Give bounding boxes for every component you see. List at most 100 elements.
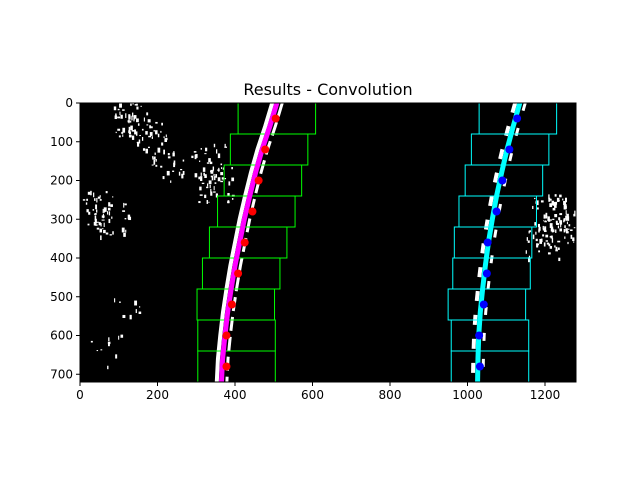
lane-pixel bbox=[570, 234, 573, 239]
lane-pixel bbox=[152, 156, 154, 159]
lane-pixel bbox=[167, 153, 170, 156]
lane-pixel bbox=[210, 188, 212, 192]
lane-pixel bbox=[149, 132, 153, 136]
lane-pixel bbox=[131, 115, 133, 121]
lane-pixel bbox=[224, 143, 226, 148]
lane-pixel bbox=[97, 196, 101, 199]
lane-pixel bbox=[582, 209, 584, 212]
lane-pixel bbox=[139, 134, 141, 137]
lane-pixel bbox=[86, 209, 89, 213]
lane-pixel bbox=[578, 203, 580, 206]
lane-pixel bbox=[567, 241, 569, 245]
lane-pixel bbox=[111, 216, 113, 219]
lane-pixel bbox=[559, 220, 563, 225]
lane-pixel bbox=[577, 232, 579, 234]
lane-pixel bbox=[545, 240, 548, 242]
lane-pixel bbox=[122, 134, 124, 137]
lane-pixel bbox=[136, 141, 140, 147]
lane-pixel bbox=[224, 177, 227, 180]
lane-pixel bbox=[554, 214, 558, 218]
lane-pixel bbox=[94, 198, 96, 201]
lane-pixel bbox=[540, 200, 544, 203]
lane-pixel bbox=[549, 223, 553, 228]
search-window bbox=[450, 350, 530, 382]
y-tick-label: 200 bbox=[50, 174, 73, 188]
lane-pixel bbox=[560, 223, 562, 228]
lane-pixel bbox=[532, 205, 534, 210]
lane-pixel bbox=[550, 235, 553, 239]
lane-pixel bbox=[215, 193, 218, 198]
lane-pixel bbox=[559, 213, 563, 216]
lane-pixel bbox=[548, 194, 550, 199]
lane-pixel bbox=[544, 226, 547, 231]
lane-pixels bbox=[481, 103, 527, 382]
lane-pixel bbox=[543, 220, 545, 222]
lane-pixel bbox=[198, 201, 201, 204]
lane-pixel bbox=[181, 173, 184, 179]
lane-pixel bbox=[568, 224, 571, 227]
lane-pixel bbox=[559, 194, 562, 198]
lane-pixel bbox=[123, 232, 126, 237]
centroid-point bbox=[240, 238, 249, 247]
lane-pixel bbox=[548, 197, 551, 202]
lane-pixel bbox=[536, 243, 539, 248]
lane-pixel bbox=[148, 135, 152, 138]
lane-pixel bbox=[135, 103, 138, 106]
lane-pixel bbox=[208, 158, 211, 163]
lane-pixel bbox=[526, 237, 528, 241]
lane-pixel bbox=[167, 156, 171, 159]
centroid-point bbox=[227, 300, 236, 309]
lane-pixel bbox=[204, 153, 207, 155]
lane-pixel bbox=[529, 230, 531, 233]
lane-pixel bbox=[554, 204, 557, 208]
lane-pixel bbox=[557, 225, 560, 229]
lane-pixel bbox=[549, 219, 552, 221]
y-tick-label: 400 bbox=[50, 251, 73, 265]
lane-pixel bbox=[134, 129, 137, 135]
lane-pixel bbox=[107, 365, 109, 370]
lane-pixel bbox=[102, 228, 104, 230]
lane-pixel bbox=[525, 250, 527, 254]
lane-pixel bbox=[565, 231, 569, 234]
lane-pixel bbox=[118, 135, 121, 138]
lane-pixel bbox=[553, 229, 555, 233]
centroid-point bbox=[479, 300, 488, 309]
lane-pixel bbox=[549, 245, 553, 249]
lane-pixel bbox=[128, 114, 131, 119]
centroid-point bbox=[505, 145, 514, 154]
centroid-point bbox=[271, 114, 280, 123]
lane-pixel bbox=[125, 113, 127, 118]
lane-pixel bbox=[117, 108, 120, 111]
lane-pixel bbox=[573, 227, 576, 229]
lane-pixel bbox=[114, 298, 116, 303]
lane-pixel bbox=[220, 172, 224, 176]
lane-pixel bbox=[551, 229, 554, 233]
lane-pixel bbox=[127, 120, 130, 123]
lane-pixel bbox=[86, 198, 88, 201]
lane-pixel bbox=[131, 130, 135, 132]
x-tick-label: 1200 bbox=[530, 388, 561, 402]
lane-pixel bbox=[152, 158, 155, 160]
lane-pixel bbox=[98, 222, 101, 224]
lane-pixel bbox=[191, 155, 194, 159]
lane-pixel bbox=[198, 176, 201, 180]
lane-pixel bbox=[154, 152, 156, 155]
lane-pixel bbox=[549, 236, 552, 238]
lane-pixel bbox=[108, 202, 111, 207]
lane-pixel bbox=[115, 131, 117, 134]
centroid-point bbox=[254, 176, 263, 185]
lane-pixel bbox=[195, 154, 198, 158]
lane-pixel bbox=[162, 176, 165, 180]
centroid-point bbox=[483, 238, 492, 247]
lane-pixel bbox=[96, 209, 98, 213]
lane-pixel bbox=[209, 184, 211, 189]
lane-pixel bbox=[566, 221, 568, 225]
lane-pixel bbox=[182, 170, 185, 175]
lane-pixel bbox=[155, 121, 158, 124]
lane-pixel bbox=[147, 119, 151, 123]
lane-pixel bbox=[543, 242, 546, 247]
lane-pixel bbox=[221, 177, 225, 180]
lane-pixel bbox=[100, 349, 103, 351]
centroid-point bbox=[475, 362, 484, 371]
y-tick-label: 700 bbox=[50, 367, 73, 381]
